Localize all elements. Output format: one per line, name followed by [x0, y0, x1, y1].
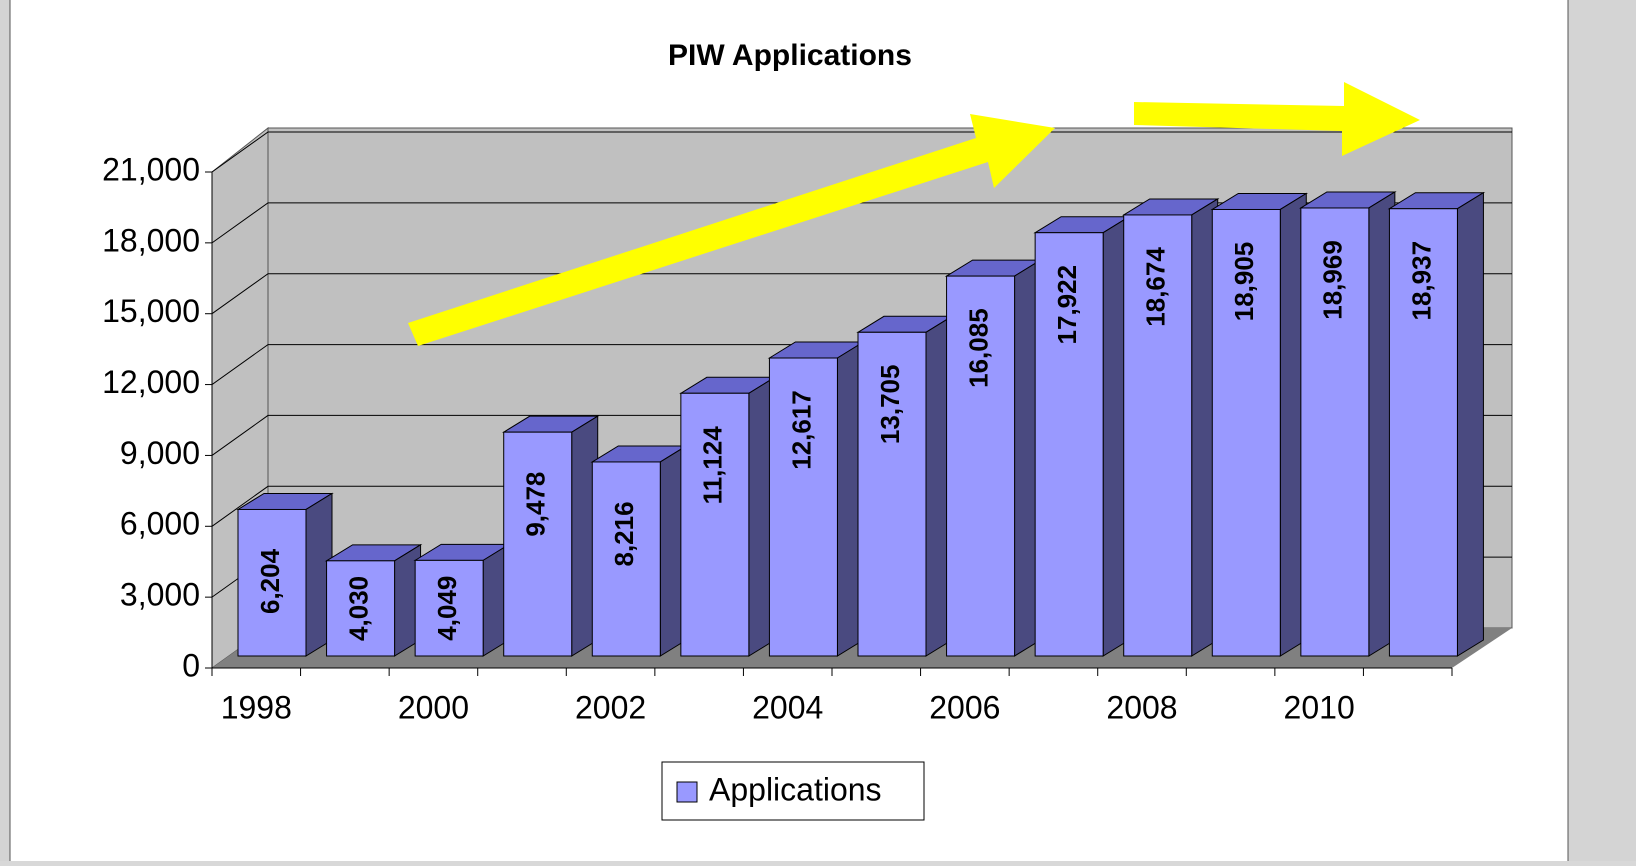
value-label: 18,674 [1141, 247, 1171, 327]
legend [661, 761, 925, 821]
y-tick-label: 12,000 [102, 364, 200, 400]
value-label: 18,905 [1229, 242, 1259, 322]
bar [503, 431, 573, 657]
bar [946, 275, 1016, 657]
y-tick-label: 15,000 [102, 293, 200, 329]
bar [1123, 214, 1193, 657]
value-label: 17,922 [1052, 265, 1082, 345]
bar [1211, 208, 1281, 657]
bar [1388, 208, 1458, 657]
legend-label: Applications [709, 771, 882, 807]
grid-line [211, 131, 1512, 173]
value-label: 16,085 [963, 308, 993, 388]
trend-arrow [1134, 82, 1420, 156]
value-label: 4,030 [343, 576, 373, 641]
value-label: 6,204 [255, 548, 285, 614]
y-tick-label: 21,000 [102, 151, 200, 187]
bar [768, 357, 838, 657]
x-tick-label: 2006 [929, 689, 1000, 725]
x-tick-label: 2010 [1284, 689, 1355, 725]
bar [857, 331, 927, 657]
x-tick-label: 2004 [752, 689, 823, 725]
bar-side [1456, 191, 1484, 657]
bar [1034, 232, 1104, 657]
bar [591, 461, 661, 657]
bar [414, 559, 484, 657]
y-tick-label: 9,000 [120, 435, 200, 471]
y-tick-label: 6,000 [120, 506, 200, 542]
bar [1300, 207, 1370, 657]
value-label: 11,124 [698, 426, 728, 505]
value-label: 9,478 [521, 472, 551, 537]
y-tick-label: 18,000 [102, 222, 200, 258]
x-tick-label: 1998 [221, 689, 292, 725]
value-label: 18,969 [1318, 240, 1348, 320]
x-tick-label: 2000 [398, 689, 469, 725]
value-label: 4,049 [432, 576, 462, 641]
bar [680, 392, 750, 657]
y-tick-label: 3,000 [120, 577, 200, 613]
value-label: 18,937 [1406, 241, 1436, 321]
x-tick-label: 2008 [1106, 689, 1177, 725]
bar [326, 560, 396, 657]
grid-line [211, 202, 1512, 244]
x-tick-label: 2002 [575, 689, 646, 725]
value-label: 12,617 [786, 390, 816, 470]
bar [237, 508, 307, 657]
legend-swatch [676, 781, 698, 803]
trend-arrow [408, 114, 1055, 346]
chart-title: PIW Applications [668, 39, 912, 72]
value-label: 13,705 [875, 365, 905, 445]
y-tick-label: 0 [182, 647, 200, 683]
value-label: 8,216 [609, 501, 639, 566]
